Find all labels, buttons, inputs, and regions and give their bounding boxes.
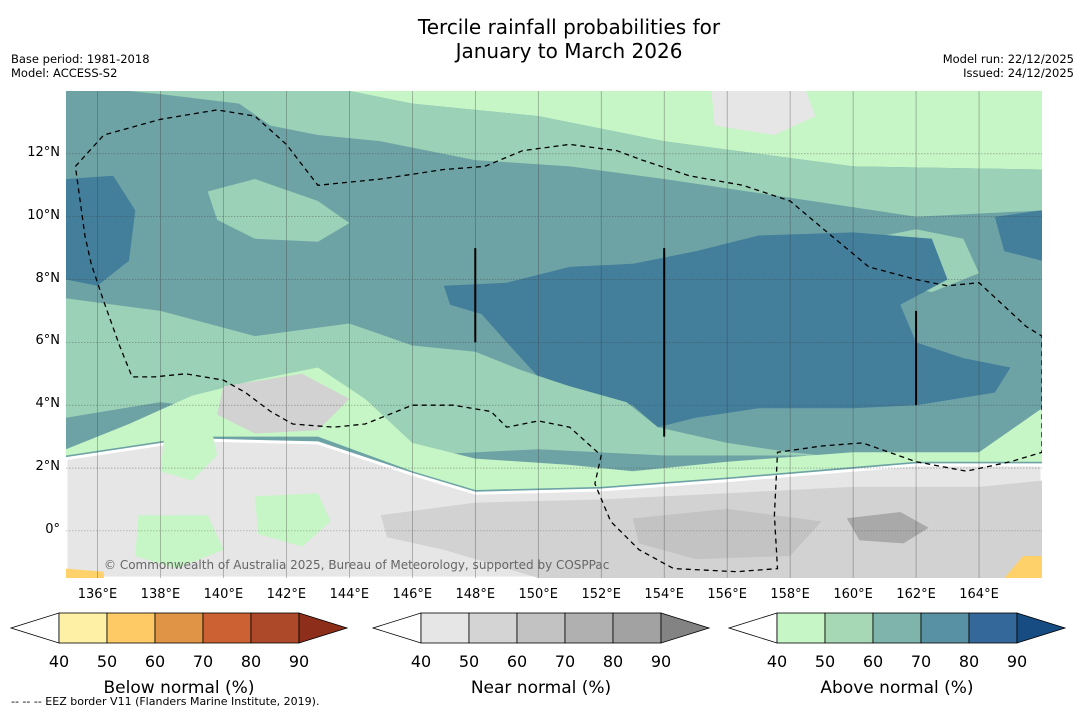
colorbar-segment	[824, 612, 874, 644]
base-period: Base period: 1981-2018	[11, 52, 150, 66]
region-east-edge-above-80	[994, 210, 1042, 261]
region-southeast-corner-below-50	[1004, 556, 1042, 578]
colorbar-tick-label: 70	[910, 652, 932, 671]
colorbar-tick-label: 90	[650, 652, 672, 671]
colorbar-segment	[564, 612, 614, 644]
colorbar-lower-extension	[728, 612, 778, 644]
colorbar-segment	[920, 612, 970, 644]
colorbar-tick-label: 80	[602, 652, 624, 671]
colorbar-segment	[202, 612, 252, 644]
colorbar-tick-label: 70	[554, 652, 576, 671]
colorbar-title: Below normal (%)	[103, 678, 255, 698]
lat-tick-label: 0°	[45, 521, 60, 537]
colorbar-tick-label: 50	[814, 652, 836, 671]
colorbar-segment	[968, 612, 1018, 644]
map-title: Tercile rainfall probabilities for Janua…	[417, 15, 721, 63]
lon-tick-label: 138°E	[140, 587, 181, 602]
lon-tick-label: 146°E	[392, 587, 433, 602]
colorbar-upper-extension	[1016, 612, 1066, 644]
region-southwest-corner-below-50	[66, 568, 104, 578]
colorbar-segment	[468, 612, 518, 644]
colorbar-tick-label: 80	[240, 652, 262, 671]
lon-tick-label: 152°E	[581, 587, 621, 602]
lat-tick-label: 12°N	[27, 144, 60, 160]
colorbar-tick-label: 60	[144, 652, 166, 671]
colorbar-tick-label: 50	[458, 652, 480, 671]
lon-tick-label: 148°E	[455, 587, 496, 602]
lon-tick-label: 154°E	[644, 587, 684, 602]
colorbar-tick-label: 70	[192, 652, 214, 671]
colorbar-tick-label: 40	[48, 652, 70, 671]
model-run-date: Model run: 22/12/2025	[942, 52, 1074, 66]
region-southwest-green-patch-1	[160, 411, 218, 481]
colorbar-segment	[420, 612, 470, 644]
region-north-light-patch	[711, 91, 816, 135]
lat-tick-label: 4°N	[35, 396, 61, 412]
region-northwest-patch-above-60	[207, 179, 350, 242]
region-southwest-green-patch-3	[254, 493, 331, 547]
lon-tick-label: 144°E	[329, 587, 370, 602]
map-canvas	[66, 91, 1042, 578]
colorbar-tick-label: 60	[506, 652, 528, 671]
colorbar-segment	[250, 612, 300, 644]
lon-tick-label: 142°E	[266, 587, 307, 602]
eez-border-note: -- -- -- EEZ border V11 (Flanders Marine…	[11, 695, 320, 708]
lat-tick-label: 8°N	[35, 270, 61, 286]
colorbar-segment	[58, 612, 108, 644]
rainfall-map: © Commonwealth of Australia 2025, Bureau…	[66, 91, 1042, 578]
colorbar-tick-label: 40	[766, 652, 788, 671]
colorbar-tick-label: 60	[862, 652, 884, 671]
region-southwest-green-patch-2	[135, 515, 224, 569]
colorbar-segment	[612, 612, 662, 644]
colorbar-lower-extension	[372, 612, 422, 644]
issued-date: Issued: 24/12/2025	[963, 66, 1074, 80]
lon-tick-label: 164°E	[959, 587, 999, 602]
colorbar-tick-label: 90	[288, 652, 310, 671]
colorbar-segment	[776, 612, 826, 644]
lon-tick-label: 156°E	[707, 587, 747, 602]
colorbar-segment	[872, 612, 922, 644]
colorbar-title: Above normal (%)	[820, 678, 974, 698]
colorbar-upper-extension	[298, 612, 348, 644]
colorbar-1	[372, 612, 710, 644]
region-west-patch-above-80	[66, 175, 136, 286]
colorbar-upper-extension	[660, 612, 710, 644]
lat-tick-label: 10°N	[27, 207, 60, 223]
lon-tick-label: 160°E	[833, 587, 873, 602]
lon-tick-label: 136°E	[77, 587, 118, 602]
lon-tick-label: 162°E	[896, 587, 936, 602]
colorbar-tick-label: 90	[1006, 652, 1028, 671]
model-name: Model: ACCESS-S2	[11, 66, 118, 80]
colorbar-segment	[106, 612, 156, 644]
lat-tick-label: 6°N	[35, 333, 61, 349]
colorbar-0	[10, 612, 348, 644]
colorbar-2	[728, 612, 1066, 644]
lon-tick-label: 140°E	[203, 587, 244, 602]
region-south-near-normal-80	[846, 512, 929, 544]
lon-tick-label: 158°E	[770, 587, 810, 602]
copyright-notice: © Commonwealth of Australia 2025, Bureau…	[104, 558, 610, 572]
colorbar-title: Near normal (%)	[470, 678, 612, 698]
region-south-near-normal-60a	[217, 373, 350, 434]
colorbar-tick-label: 50	[96, 652, 118, 671]
colorbar-tick-label: 80	[958, 652, 980, 671]
colorbar-segment	[516, 612, 566, 644]
lat-tick-label: 2°N	[35, 459, 61, 475]
colorbar-tick-label: 40	[410, 652, 432, 671]
colorbar-lower-extension	[10, 612, 60, 644]
lon-tick-label: 150°E	[518, 587, 559, 602]
colorbar-segment	[154, 612, 204, 644]
